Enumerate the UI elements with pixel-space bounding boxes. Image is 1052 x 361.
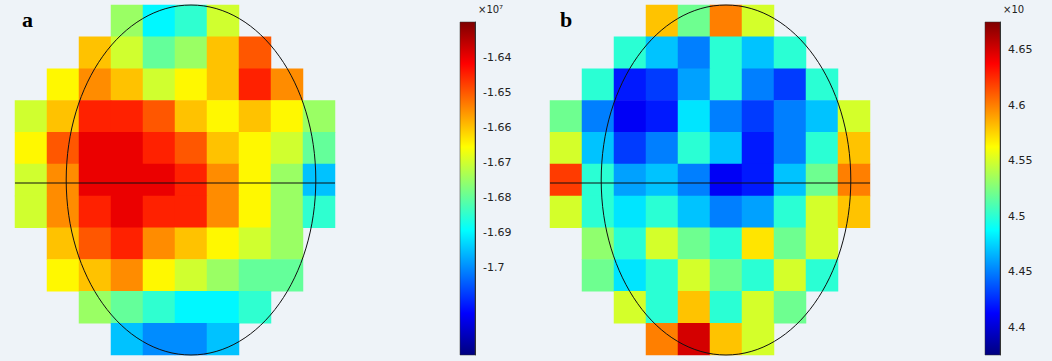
svg-text:4.5: 4.5 bbox=[1008, 210, 1026, 223]
svg-text:4.65: 4.65 bbox=[1008, 43, 1033, 56]
svg-text:4.4: 4.4 bbox=[1008, 321, 1026, 334]
svg-text:a: a bbox=[22, 7, 33, 32]
svg-text:-1.69: -1.69 bbox=[483, 226, 511, 239]
svg-text:-1.68: -1.68 bbox=[483, 191, 511, 204]
svg-text:b: b bbox=[560, 7, 572, 32]
svg-text:-1.67: -1.67 bbox=[483, 156, 511, 169]
svg-text:×10⁷: ×10⁷ bbox=[478, 4, 503, 15]
svg-text:4.45: 4.45 bbox=[1008, 265, 1033, 278]
svg-text:×10: ×10 bbox=[1003, 4, 1024, 15]
svg-text:4.6: 4.6 bbox=[1008, 99, 1026, 112]
svg-text:-1.66: -1.66 bbox=[483, 121, 511, 134]
svg-text:4.55: 4.55 bbox=[1008, 154, 1033, 167]
svg-text:-1.65: -1.65 bbox=[483, 86, 511, 99]
svg-text:-1.64: -1.64 bbox=[483, 51, 511, 64]
svg-text:-1.7: -1.7 bbox=[483, 261, 504, 274]
